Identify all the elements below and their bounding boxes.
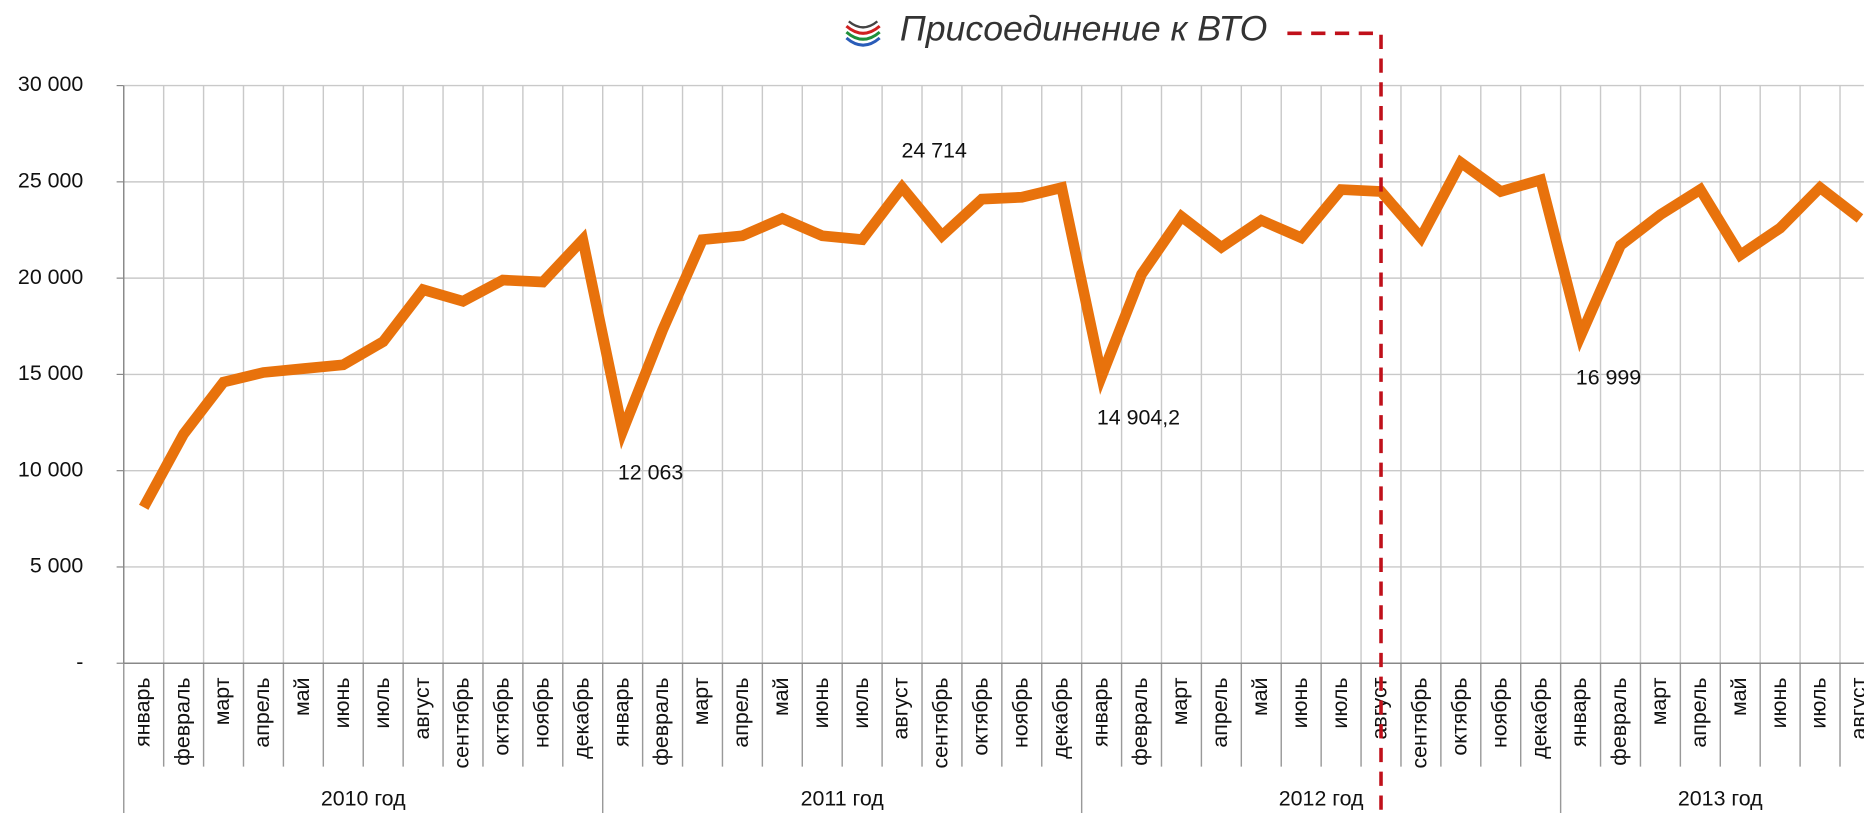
x-tick-label: март bbox=[1168, 677, 1192, 725]
x-tick-label: январь bbox=[609, 678, 633, 747]
y-tick-label: 10 000 bbox=[18, 457, 83, 481]
x-tick-label: июль bbox=[1807, 678, 1831, 729]
y-tick-label: - bbox=[76, 650, 83, 674]
x-tick-label: октябрь bbox=[1447, 678, 1471, 756]
x-tick-label: февраль bbox=[649, 678, 673, 766]
x-tick-label: апрель bbox=[250, 678, 274, 748]
x-tick-label: июнь bbox=[330, 678, 354, 729]
y-tick-label: 30 000 bbox=[18, 72, 83, 96]
x-tick-label: январь bbox=[130, 678, 154, 747]
x-tick-label: август bbox=[410, 677, 434, 739]
x-tick-label: декабрь bbox=[569, 678, 593, 759]
x-tick-label: сентябрь bbox=[1408, 678, 1432, 769]
data-line bbox=[139, 154, 1864, 510]
x-tick-label: сентябрь bbox=[929, 678, 953, 769]
x-tick-label: февраль bbox=[1607, 678, 1631, 766]
x-tick-label: декабрь bbox=[1048, 678, 1072, 759]
x-tick-label: март bbox=[689, 677, 713, 725]
year-label: 2010 год bbox=[321, 787, 406, 811]
x-tick-label: апрель bbox=[1208, 678, 1232, 748]
x-tick-label: май bbox=[1727, 678, 1751, 717]
x-tick-label: январь bbox=[1567, 678, 1591, 747]
x-tick-label: май bbox=[769, 678, 793, 717]
x-tick-label: июль bbox=[1328, 678, 1352, 729]
x-tick-label: октябрь bbox=[969, 678, 993, 756]
x-tick-label: май bbox=[1248, 678, 1272, 717]
year-label: 2013 год bbox=[1678, 787, 1763, 811]
x-tick-label: июль bbox=[849, 678, 873, 729]
x-tick-label: апрель bbox=[1687, 678, 1711, 748]
year-label: 2012 год bbox=[1279, 787, 1364, 811]
x-tick-label: июнь bbox=[1288, 678, 1312, 729]
x-tick-label: май bbox=[290, 678, 314, 717]
x-tick-label: февраль bbox=[1128, 678, 1152, 766]
x-tick-label: июнь bbox=[809, 678, 833, 729]
x-tick-label: июнь bbox=[1767, 678, 1791, 729]
data-label: 12 063 bbox=[618, 460, 683, 484]
x-tick-label: сентябрь bbox=[450, 678, 474, 769]
y-tick-label: 5 000 bbox=[30, 554, 84, 578]
x-tick-label: март bbox=[1647, 677, 1671, 725]
y-tick-label: 15 000 bbox=[18, 361, 83, 385]
x-tick-label: ноябрь bbox=[1487, 678, 1511, 749]
x-tick-label: ноябрь bbox=[1008, 678, 1032, 749]
annotation-line bbox=[1287, 31, 1383, 813]
annotation: Присоединение к ВТО bbox=[900, 8, 1267, 48]
data-label: 16 999 bbox=[1576, 365, 1641, 389]
year-label: 2011 год bbox=[801, 787, 885, 811]
x-tick-label: август bbox=[1847, 677, 1864, 739]
x-tick-label: апрель bbox=[729, 678, 753, 748]
x-tick-label: декабрь bbox=[1527, 678, 1551, 759]
x-tick-label: февраль bbox=[170, 678, 194, 766]
data-label: 24 714 bbox=[901, 138, 966, 162]
y-tick-label: 20 000 bbox=[18, 265, 83, 289]
x-tick-label: август bbox=[889, 677, 913, 739]
x-tick-label: март bbox=[210, 677, 234, 725]
x-tick-label: январь bbox=[1088, 678, 1112, 747]
x-tick-label: июль bbox=[370, 678, 394, 729]
wto-icon bbox=[845, 20, 881, 47]
y-tick-label: 25 000 bbox=[18, 169, 83, 193]
x-tick-label: ноябрь bbox=[529, 678, 553, 749]
x-tick-label: октябрь bbox=[490, 678, 514, 756]
data-label: 14 904,2 bbox=[1097, 406, 1180, 430]
